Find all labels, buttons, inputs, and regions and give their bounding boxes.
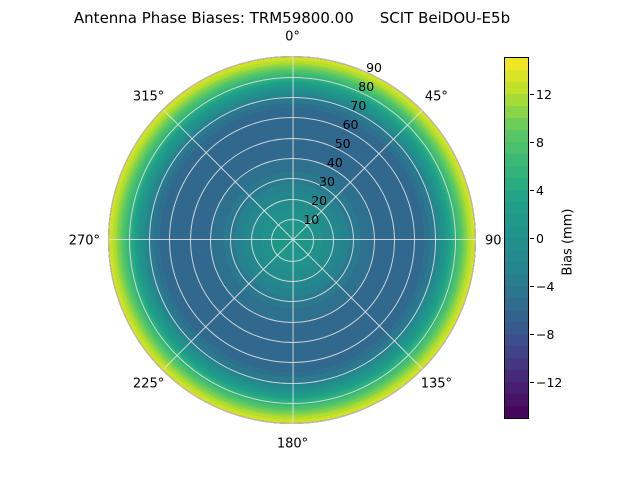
radial-tick-label-10: 10 [303,211,320,227]
plot-title-suffix: SCIT BeiDOU-E5b [379,9,511,27]
colorbar-tick-label-12: 12 [536,86,552,102]
colorbar-tick-label-4: 4 [536,182,544,198]
angular-tick-label-90: 90 [485,233,502,248]
plot-title-main: Antenna Phase Biases: TRM59800.00 [73,9,354,27]
angular-tick-label-270: 270° [68,233,100,248]
colorbar-tick-label--12: −12 [536,374,563,390]
colorbar-tick-label-0: 0 [536,230,544,246]
radial-tick-label-30: 30 [319,173,335,189]
colorbar-tick-0 [530,237,534,240]
radial-tick-label-80: 80 [358,78,375,94]
radial-tick-label-40: 40 [326,154,343,170]
colorbar-tick--4 [530,285,534,288]
angular-tick-label-135: 135° [420,376,453,392]
colorbar-axis-label: Bias (mm) [560,208,576,276]
colorbar-tick-label--4: −4 [536,278,555,294]
angular-tick-label-45: 45° [424,89,448,105]
radial-tick-label-50: 50 [334,135,351,151]
colorbar-tick-label--8: −8 [536,326,555,342]
radial-tick-label-70: 70 [350,97,367,113]
angular-tick-label-225: 225° [132,376,165,392]
radial-tick-label-60: 60 [342,116,359,132]
angular-tick-label-0: 0° [285,29,300,45]
plot-title: Antenna Phase Biases: TRM59800.00 SCIT B… [74,9,510,27]
colorbar-tick-8 [530,141,534,144]
colorbar-tick--8 [530,333,534,336]
colorbar-tick--12 [530,381,534,384]
polar-plot [108,56,477,425]
polar-contour-disc [108,56,476,424]
radial-tick-label-20: 20 [311,192,328,208]
colorbar-tick-label-8: 8 [536,134,544,150]
angular-tick-label-180: 180° [276,436,309,452]
colorbar-tick-4 [530,189,534,192]
angular-tick-label-315: 315° [132,89,165,105]
colorbar [504,57,529,419]
radial-tick-label-90: 90 [366,59,382,75]
colorbar-tick-12 [530,93,534,96]
